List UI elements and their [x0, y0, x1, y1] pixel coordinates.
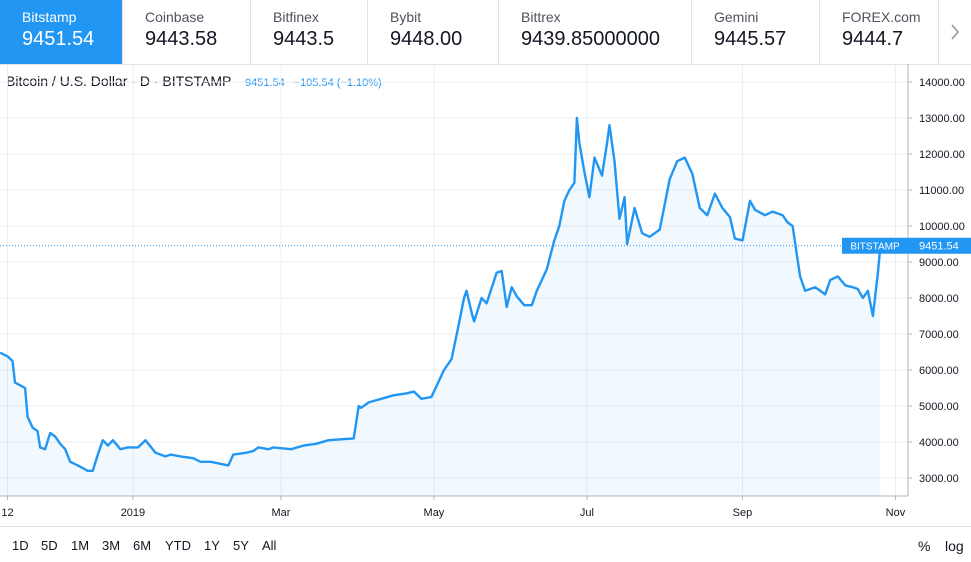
range-button-5d[interactable]: 5D: [41, 538, 58, 553]
x-tick-label: May: [424, 507, 445, 519]
exchange-price: 9439.85000000: [521, 28, 661, 50]
range-button-6m[interactable]: 6M: [133, 538, 152, 553]
price-label-layer: BITSTAMP 9451.54: [842, 237, 971, 254]
exchange-tab-coinbase[interactable]: Coinbase 9443.58: [123, 0, 251, 64]
y-tick-label: 14000.00: [919, 77, 965, 89]
last-price: 9451.54: [244, 77, 285, 89]
x-tick-label: Sep: [733, 507, 753, 519]
exchange-name: FOREX.com: [842, 9, 921, 25]
chevron-right-icon: [951, 24, 960, 40]
x-tick-label: 2019: [121, 507, 145, 519]
exchange-name: Coinbase: [145, 9, 205, 25]
exchange-name: Gemini: [714, 9, 759, 25]
chart-legend: Bitcoin / U.S. Dollar · D · BITSTAMP 945…: [6, 73, 382, 89]
price-area: [0, 118, 881, 496]
x-tick-label: 12: [1, 507, 13, 519]
x-tick-label: Jul: [580, 507, 594, 519]
range-button-1y[interactable]: 1Y: [204, 538, 220, 553]
price-chart[interactable]: 3000.00 4000.00 5000.00 6000.00 7000.00 8000.…: [0, 64, 971, 526]
range-button-1m[interactable]: 1M: [71, 538, 90, 553]
exchange-price: 9443.58: [145, 28, 218, 50]
price-label-bg: [908, 237, 971, 254]
exchange-price: 9443.5: [273, 28, 335, 50]
y-tick-label: 8000.00: [919, 293, 959, 305]
range-button-1d[interactable]: 1D: [12, 538, 29, 553]
exchange-label-bg: [842, 237, 908, 254]
log-scale-button[interactable]: log: [945, 538, 964, 554]
y-tick-label: 5000.00: [919, 401, 959, 413]
y-tick-label: 7000.00: [919, 329, 959, 341]
exchange-tab-forex[interactable]: FOREX.com 9444.7: [820, 0, 939, 64]
price-label: 9451.54: [919, 241, 959, 253]
y-tick-label: 3000.00: [919, 473, 959, 485]
exchange-price: 9451.54: [22, 28, 95, 50]
exchange-price: 9445.57: [714, 28, 787, 50]
price-line: [0, 116, 882, 472]
exchange-label: BITSTAMP: [850, 242, 900, 253]
exchange-name: Bittrex: [521, 9, 561, 25]
exchange-price: 9444.7: [842, 28, 904, 50]
exchange-tabs: Bitstamp 9451.54 Coinbase 9443.58 Bitfin…: [0, 0, 971, 65]
exchange-tab-bittrex[interactable]: Bittrex 9439.85000000: [499, 0, 692, 64]
y-tick-label: 11000.00: [919, 185, 964, 197]
exchange-price: 9448.00: [390, 28, 463, 50]
range-bar: 1D 5D 1M 3M 6M YTD 1Y 5Y All % log: [0, 526, 971, 562]
exchange-name: Bybit: [390, 9, 422, 25]
exchange-tab-bitstamp[interactable]: Bitstamp 9451.54: [0, 0, 123, 64]
y-tick-label: 10000.00: [919, 221, 965, 233]
exchange-tab-gemini[interactable]: Gemini 9445.57: [692, 0, 820, 64]
exchange-tab-bitfinex[interactable]: Bitfinex 9443.5: [251, 0, 368, 64]
symbol-title: Bitcoin / U.S. Dollar · D · BITSTAMP: [6, 73, 232, 89]
percent-scale-button[interactable]: %: [918, 538, 931, 554]
x-tick-label: Mar: [271, 507, 290, 519]
exchange-tab-bybit[interactable]: Bybit 9448.00: [368, 0, 499, 64]
x-tick-label: Nov: [886, 507, 906, 519]
range-button-5y[interactable]: 5Y: [233, 538, 249, 553]
range-button-ytd[interactable]: YTD: [165, 538, 191, 553]
y-tick-label: 6000.00: [919, 365, 959, 377]
axis-layer: 3000.00 4000.00 5000.00 6000.00 7000.00 8000.…: [0, 64, 965, 519]
range-button-all[interactable]: All: [262, 538, 277, 553]
range-button-3m[interactable]: 3M: [102, 538, 121, 553]
next-exchanges-button[interactable]: [939, 0, 971, 64]
y-tick-label: 12000.00: [919, 149, 965, 161]
exchange-name: Bitstamp: [22, 9, 77, 25]
grid-layer: [0, 64, 908, 496]
y-tick-label: 9000.00: [919, 257, 959, 269]
exchange-name: Bitfinex: [273, 9, 319, 25]
y-tick-label: 4000.00: [919, 437, 959, 449]
price-change: −105.54 (−1.10%): [293, 77, 382, 89]
y-tick-label: 13000.00: [919, 113, 965, 125]
